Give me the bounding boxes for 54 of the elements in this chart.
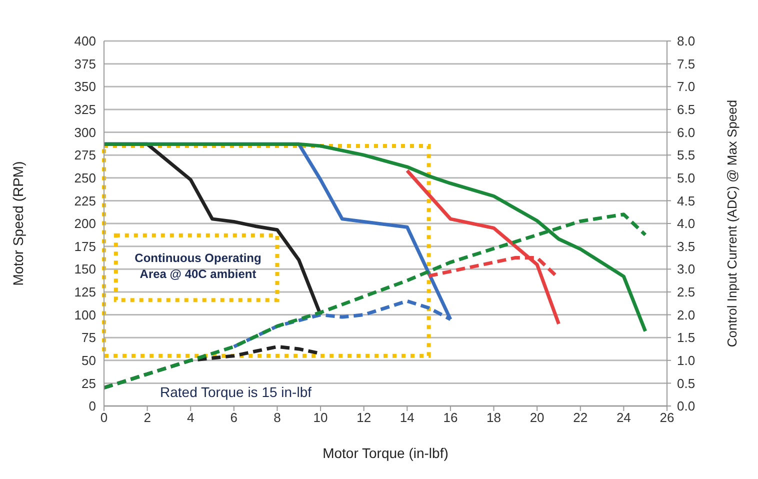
y2-tick-label: 7.0 [677, 79, 696, 94]
y2-tick-label: 4.5 [677, 193, 696, 208]
x-tick-label: 26 [660, 410, 674, 426]
x-tick-label: 14 [400, 410, 414, 426]
y-tick-label: 250 [74, 170, 96, 186]
y-tick-label: 25 [82, 376, 96, 391]
y2-tick-label: 4.0 [677, 216, 696, 232]
y2-tick-label: 1.5 [677, 330, 696, 346]
y2-tick-label: 6.5 [677, 102, 696, 118]
y2-tick-label: 2.5 [677, 284, 696, 300]
y-tick-label: 350 [74, 79, 96, 94]
x-tick-label: 4 [187, 410, 194, 426]
y-tick-label: 150 [74, 262, 96, 277]
y-tick-label: 175 [74, 238, 96, 254]
y-tick-label: 0 [88, 398, 96, 414]
x-tick-label: 2 [144, 410, 151, 426]
line-series [405, 168, 560, 326]
x-tick-label: 16 [443, 410, 458, 426]
x-tick-label: 18 [486, 410, 502, 426]
y2-tick-label: 5.0 [677, 170, 696, 186]
y2-tick-label: 0.0 [677, 398, 696, 414]
y2-tick-label: 3.5 [677, 238, 696, 254]
y-tick-label: 400 [74, 34, 96, 49]
y2-tick-label: 2.0 [677, 307, 696, 322]
annotation: Continuous Operating Area @ 40C ambient [134, 250, 262, 282]
y-tick-label: 125 [74, 284, 96, 300]
x-tick-label: 22 [573, 410, 588, 426]
x-tick-label: 8 [274, 410, 281, 426]
x-tick-label: 0 [100, 410, 108, 426]
y2-tick-label: 6.0 [677, 124, 696, 140]
y2-tick-label: 7.5 [677, 56, 696, 72]
y2-tick-label: 3.0 [677, 262, 696, 277]
y2-tick-label: 0.5 [677, 376, 696, 391]
x-tick-label: 10 [313, 410, 328, 426]
y-tick-label: 100 [74, 307, 96, 322]
y-tick-label: 225 [74, 193, 96, 208]
y2-tick-label: 5.5 [677, 148, 696, 163]
y-tick-label: 375 [74, 56, 96, 72]
y2-tick-label: 1.0 [677, 352, 696, 368]
y2-tick-label: 8.0 [677, 34, 696, 49]
x-tick-label: 20 [530, 410, 544, 426]
x-tick-label: 24 [616, 410, 631, 426]
x-tick-label: 12 [356, 410, 372, 426]
y-tick-label: 300 [74, 124, 96, 140]
x-tick-label: 6 [230, 410, 238, 426]
x-axis-title: Motor Torque (in-lbf) [322, 445, 448, 461]
y-tick-label: 275 [74, 148, 96, 163]
y-tick-label: 50 [82, 352, 96, 368]
y-tick-label: 325 [74, 102, 96, 118]
annotation: Rated Torque is 15 in-lbf [160, 384, 312, 400]
y-tick-label: 200 [74, 216, 96, 232]
y2-axis-title: Control Input Current (ADC) @ Max Speed [724, 100, 740, 348]
y-tick-label: 75 [82, 330, 96, 346]
y-axis-title: Motor Speed (RPM) [10, 161, 26, 286]
